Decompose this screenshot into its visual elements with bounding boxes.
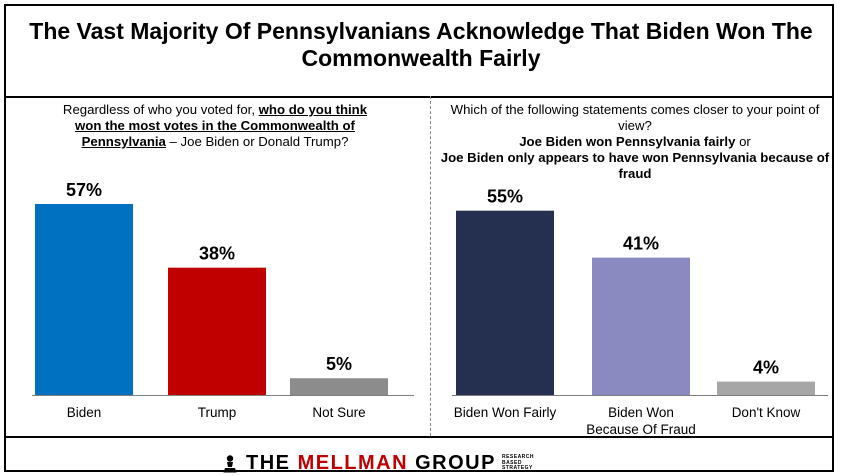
- category-label: Not Sure: [312, 405, 365, 420]
- panel-divider: [430, 96, 431, 436]
- data-label: 41%: [623, 234, 659, 254]
- category-label: Because Of Fraud: [586, 422, 696, 437]
- mellman-logo: THE MELLMAN GROUP RESEARCH BASED STRATEG…: [222, 452, 534, 475]
- bar: [168, 267, 266, 395]
- right-question-option-1: Joe Biden won Pennsylvania fairly: [519, 134, 736, 149]
- data-label: 55%: [487, 187, 523, 207]
- right-question-option-2: Joe Biden only appears to have won Penns…: [440, 150, 830, 181]
- category-label: Biden: [67, 405, 102, 420]
- tagline-line: RESEARCH: [501, 454, 535, 461]
- footer-divider: [4, 436, 834, 438]
- chart-frame: [4, 4, 834, 472]
- data-label: 57%: [66, 180, 102, 200]
- category-label: Biden Won Fairly: [454, 405, 557, 420]
- tagline-line: STRATEGY: [501, 465, 533, 472]
- left-question-intro: Regardless of who you voted for,: [62, 102, 259, 117]
- brand-prefix: THE: [246, 452, 298, 474]
- bar: [592, 257, 690, 395]
- data-label: 4%: [753, 358, 779, 378]
- bar: [717, 381, 815, 395]
- brand-suffix: GROUP: [408, 452, 496, 474]
- left-question: Regardless of who you voted for, who do …: [50, 102, 380, 150]
- data-label: 38%: [199, 244, 235, 264]
- tagline-line: BASED: [501, 459, 522, 466]
- bar: [290, 378, 388, 395]
- category-label: Biden Won: [608, 405, 674, 420]
- chess-pawn-icon: [223, 454, 237, 472]
- brand-accent: MELLMAN: [297, 452, 409, 474]
- brand-tagline: RESEARCH BASED STRATEGY: [502, 455, 534, 472]
- category-label: Trump: [198, 405, 237, 420]
- brand-name: THE MELLMAN GROUP: [246, 452, 496, 475]
- chart-title: The Vast Majority Of Pennsylvanians Ackn…: [29, 18, 813, 71]
- right-question-or: or: [735, 134, 751, 149]
- bar: [35, 204, 133, 395]
- data-label: 5%: [326, 354, 352, 374]
- left-question-emphasis: who do you think won the most votes in t…: [75, 102, 368, 149]
- right-question: Which of the following statements comes …: [440, 102, 830, 182]
- left-question-tail: – Joe Biden or Donald Trump?: [165, 134, 349, 149]
- right-question-intro: Which of the following statements comes …: [450, 102, 820, 133]
- title-divider: [4, 96, 834, 98]
- bar: [456, 210, 554, 395]
- category-label: Don't Know: [732, 405, 801, 420]
